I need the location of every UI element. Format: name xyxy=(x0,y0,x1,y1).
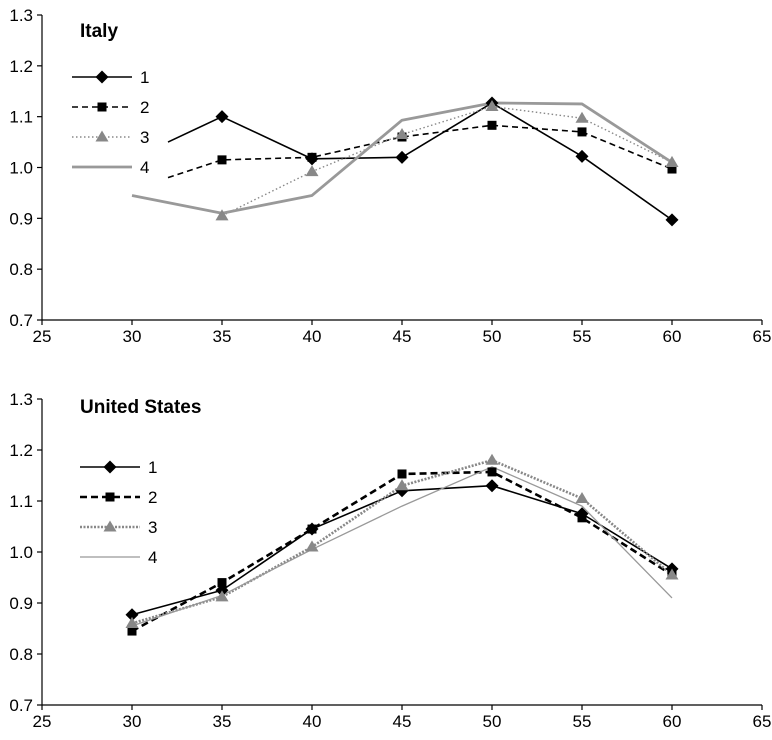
y-tick-label: 0.9 xyxy=(9,209,33,228)
x-tick-label: 65 xyxy=(753,712,772,731)
series-3-point xyxy=(485,100,499,112)
y-tick-label: 0.7 xyxy=(9,696,33,715)
series-1-point xyxy=(575,149,589,163)
series-3-point xyxy=(215,590,229,602)
legend-marker-2 xyxy=(97,102,107,112)
legend-label-1: 1 xyxy=(148,458,157,477)
series-2-point xyxy=(307,152,317,162)
chart-italy: 0.7 0.8 0.9 1.0 1.1 1.2 1.3 25 30 35 40 45 50 55 60 65 I… xyxy=(9,6,771,346)
x-tick-label: 50 xyxy=(483,712,502,731)
legend-label-3: 3 xyxy=(140,128,149,147)
x-tick-label: 55 xyxy=(573,712,592,731)
x-tick-label: 35 xyxy=(213,327,232,346)
legend-label-2: 2 xyxy=(140,98,149,117)
chart-united-states: 0.7 0.8 0.9 1.0 1.1 1.2 1.3 25 30 35 40 45 50 55 60 65 U… xyxy=(9,390,771,731)
y-tick-label: 1.1 xyxy=(9,108,33,127)
series-2-point xyxy=(217,578,227,588)
series-2-point xyxy=(487,120,497,130)
series-3-point xyxy=(575,491,589,503)
x-tick-label: 50 xyxy=(483,327,502,346)
series-1-line xyxy=(167,102,673,221)
x-tick-label: 35 xyxy=(213,712,232,731)
x-tick-label: 40 xyxy=(303,327,322,346)
x-tick-label: 30 xyxy=(123,712,142,731)
series-1-point xyxy=(215,110,229,124)
legend-marker-3 xyxy=(95,130,109,142)
y-tick-label: 1.3 xyxy=(9,6,33,25)
legend-marker-1 xyxy=(103,460,117,474)
series-3-point xyxy=(395,127,409,140)
series-2-point xyxy=(307,524,317,534)
x-tick-label: 45 xyxy=(393,327,412,346)
y-tick-label: 0.9 xyxy=(9,594,33,613)
legend-label-4: 4 xyxy=(148,548,157,567)
series-2-point xyxy=(577,513,587,523)
y-tick-label: 0.8 xyxy=(9,260,33,279)
y-tick-label: 1.2 xyxy=(9,57,33,76)
series-3-point xyxy=(125,616,139,628)
y-tick-label: 1.3 xyxy=(9,390,33,409)
series-3-point xyxy=(575,111,589,123)
x-tick-label: 25 xyxy=(33,712,52,731)
series-2-point xyxy=(397,469,407,479)
series-3-point xyxy=(305,165,319,177)
series-2-line xyxy=(167,124,673,179)
y-tick-label: 0.8 xyxy=(9,645,33,664)
series-1-point xyxy=(395,150,409,164)
series-2-point xyxy=(667,164,677,174)
series-1-point xyxy=(665,213,679,227)
chart-title: United States xyxy=(80,397,201,418)
legend-marker-1 xyxy=(95,70,109,84)
x-tick-label: 65 xyxy=(753,327,772,346)
x-tick-label: 45 xyxy=(393,712,412,731)
y-tick-label: 1.1 xyxy=(9,492,33,511)
chart-title: Italy xyxy=(80,21,118,42)
series-3-line xyxy=(221,105,673,217)
x-tick-label: 30 xyxy=(123,327,142,346)
x-tick-label: 55 xyxy=(573,327,592,346)
legend-marker-2 xyxy=(105,492,115,502)
x-tick-label: 60 xyxy=(663,327,682,346)
series-1-point xyxy=(485,479,499,493)
y-tick-label: 1.0 xyxy=(9,159,33,178)
legend-label-2: 2 xyxy=(148,488,157,507)
series-3-point xyxy=(215,209,229,221)
series-2-point xyxy=(217,155,227,165)
legend-marker-3 xyxy=(103,520,117,532)
series-3-point xyxy=(395,479,409,491)
series-2-point xyxy=(487,467,497,477)
y-tick-label: 1.0 xyxy=(9,543,33,562)
series-2-point xyxy=(127,626,137,636)
y-tick-label: 1.2 xyxy=(9,441,33,460)
series-2-point xyxy=(577,127,587,137)
series-3-point xyxy=(305,540,319,552)
legend-label-4: 4 xyxy=(140,158,149,177)
x-tick-label: 40 xyxy=(303,712,322,731)
x-tick-label: 60 xyxy=(663,712,682,731)
y-tick-label: 0.7 xyxy=(9,311,33,330)
series-1-point xyxy=(125,608,139,622)
legend-label-1: 1 xyxy=(140,68,149,87)
series-3-point xyxy=(665,155,679,167)
legend-label-3: 3 xyxy=(148,518,157,537)
series-3-point xyxy=(485,453,499,465)
series-3-point xyxy=(665,568,679,580)
x-tick-label: 25 xyxy=(33,327,52,346)
